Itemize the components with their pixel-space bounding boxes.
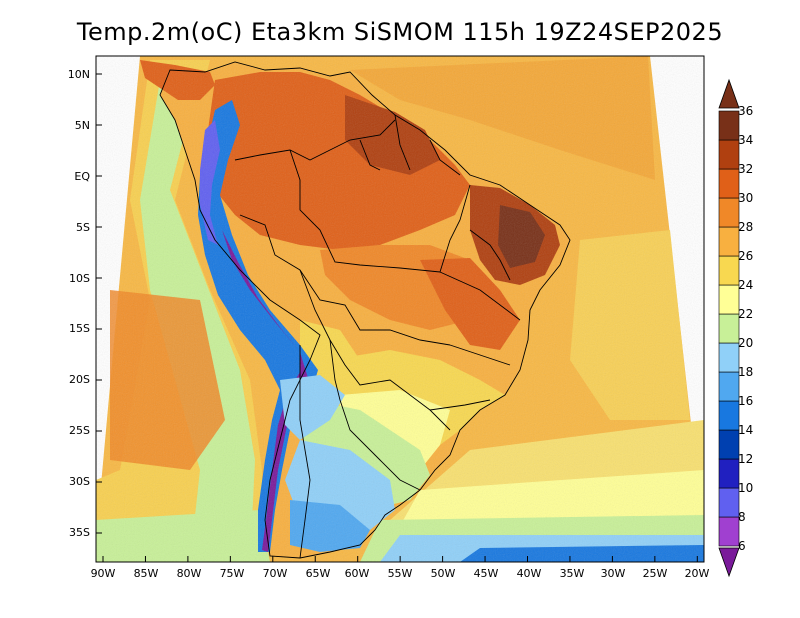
colorbar-segment xyxy=(718,226,740,257)
texture-overlay xyxy=(96,56,704,562)
lon-label-70w: 70W xyxy=(263,567,288,580)
colorbar-segment xyxy=(718,110,740,141)
colorbar-label-30: 30 xyxy=(738,191,753,205)
lon-label-30w: 30W xyxy=(601,567,626,580)
colorbar-segment xyxy=(718,284,740,315)
lon-label-80w: 80W xyxy=(177,567,202,580)
colorbar-label-28: 28 xyxy=(738,220,753,234)
lat-label-35s: 35S xyxy=(69,526,90,539)
lat-label-10s: 10S xyxy=(69,272,90,285)
colorbar-label-12: 12 xyxy=(738,452,753,466)
lon-label-85w: 85W xyxy=(134,567,159,580)
latitude-axis: 10N 5N EQ 5S 10S 15S 20S 25S 30S 35S xyxy=(68,68,102,539)
colorbar-segments xyxy=(718,110,740,547)
colorbar-bottom-arrow xyxy=(718,547,740,578)
longitude-axis: 90W 85W 80W 75W 70W 65W 60W 55W 50W 45W … xyxy=(91,556,710,580)
map-field xyxy=(96,56,704,562)
lon-label-35w: 35W xyxy=(560,567,585,580)
colorbar-segment xyxy=(718,429,740,460)
colorbar: 6 8 10 12 14 16 18 20 22 24 26 28 30 32 … xyxy=(718,78,753,578)
map-title: Temp.2m(oC) Eta3km SiSMOM 115h 19Z24SEP2… xyxy=(76,18,724,46)
colorbar-segment xyxy=(718,168,740,199)
lon-label-45w: 45W xyxy=(474,567,499,580)
colorbar-label-6: 6 xyxy=(738,539,746,553)
colorbar-segment xyxy=(718,313,740,344)
colorbar-segment xyxy=(718,516,740,547)
lat-label-eq: EQ xyxy=(74,170,90,183)
colorbar-segment xyxy=(718,458,740,489)
colorbar-label-16: 16 xyxy=(738,394,753,408)
lat-label-10n: 10N xyxy=(68,68,90,81)
colorbar-labels: 6 8 10 12 14 16 18 20 22 24 26 28 30 32 … xyxy=(738,104,753,553)
longitude-ticks xyxy=(102,556,698,562)
colorbar-segment xyxy=(718,197,740,228)
colorbar-segment xyxy=(718,400,740,431)
colorbar-segment xyxy=(718,342,740,373)
colorbar-label-20: 20 xyxy=(738,336,753,350)
lat-label-5n: 5N xyxy=(75,119,90,132)
lat-label-30s: 30S xyxy=(69,475,90,488)
colorbar-label-36: 36 xyxy=(738,104,753,118)
country-boundaries xyxy=(159,61,571,559)
colorbar-label-14: 14 xyxy=(738,423,753,437)
colorbar-segment xyxy=(718,255,740,286)
latitude-ticks xyxy=(96,73,102,534)
colorbar-label-26: 26 xyxy=(738,249,753,263)
lon-label-40w: 40W xyxy=(517,567,542,580)
lon-label-60w: 60W xyxy=(345,567,370,580)
colorbar-label-34: 34 xyxy=(738,133,753,147)
colorbar-label-8: 8 xyxy=(738,510,746,524)
colorbar-segment xyxy=(718,487,740,518)
colorbar-top-arrow xyxy=(718,78,740,109)
colorbar-label-18: 18 xyxy=(738,365,753,379)
lon-label-90w: 90W xyxy=(91,567,116,580)
lat-label-15s: 15S xyxy=(69,322,90,335)
colorbar-label-32: 32 xyxy=(738,162,753,176)
lon-label-50w: 50W xyxy=(431,567,456,580)
lat-label-20s: 20S xyxy=(69,373,90,386)
lon-label-25w: 25W xyxy=(643,567,668,580)
lon-label-65w: 65W xyxy=(306,567,331,580)
lat-label-5s: 5S xyxy=(76,221,90,234)
lat-label-25s: 25S xyxy=(69,424,90,437)
lon-label-20w: 20W xyxy=(685,567,710,580)
colorbar-label-24: 24 xyxy=(738,278,753,292)
colorbar-segment xyxy=(718,371,740,402)
lon-label-75w: 75W xyxy=(220,567,245,580)
colorbar-label-10: 10 xyxy=(738,481,753,495)
colorbar-label-22: 22 xyxy=(738,307,753,321)
lon-label-55w: 55W xyxy=(388,567,413,580)
colorbar-segment xyxy=(718,139,740,170)
